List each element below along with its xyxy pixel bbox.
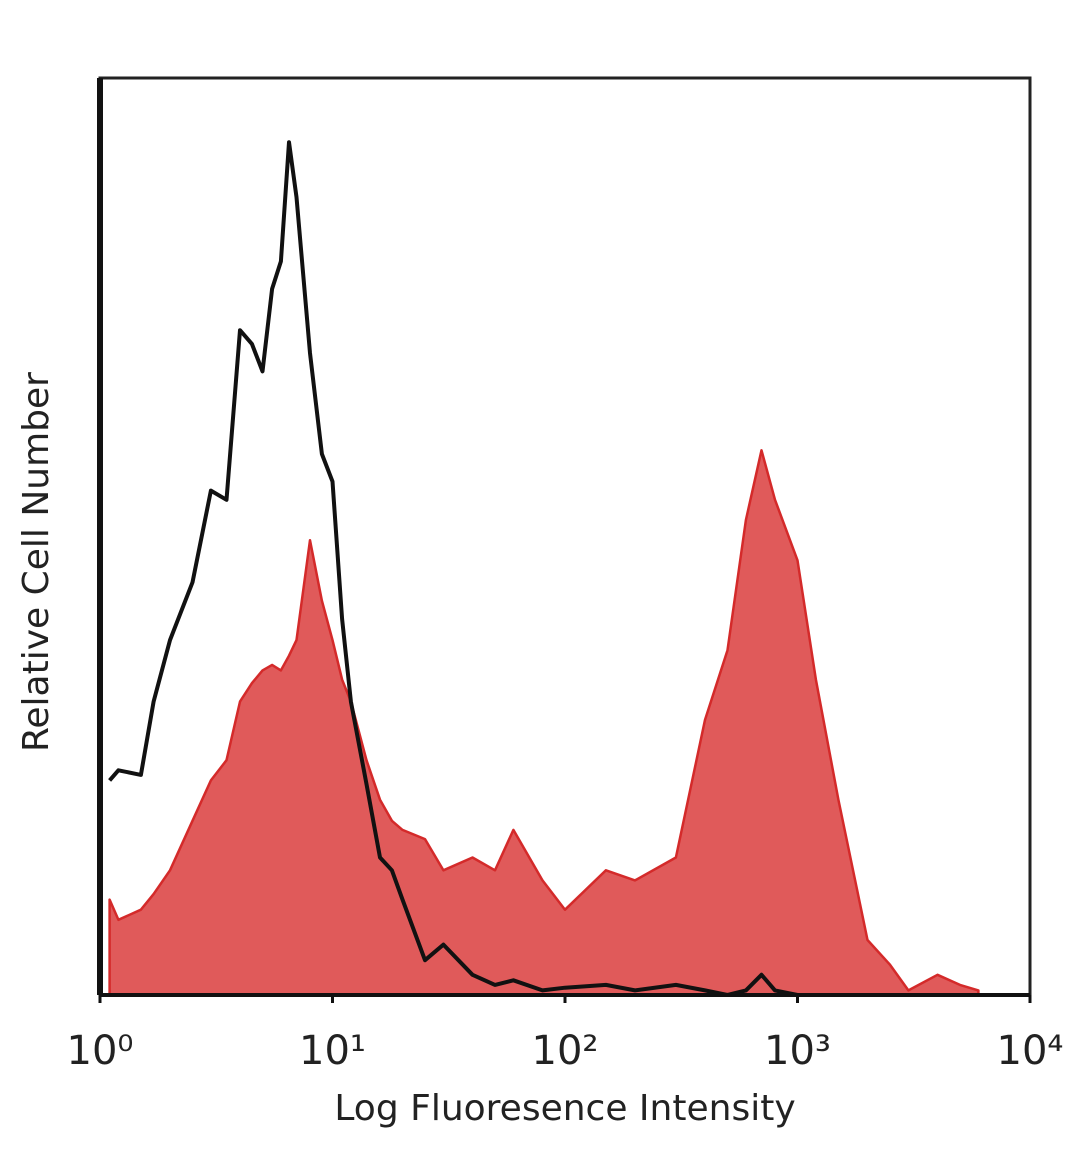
y-axis-label: Relative Cell Number bbox=[16, 372, 57, 752]
x-tick-label: 10⁰ bbox=[67, 1028, 134, 1074]
histogram-area bbox=[108, 449, 980, 997]
x-axis-label: Log Fluoresence Intensity bbox=[334, 1088, 795, 1129]
x-tick-label: 10⁴ bbox=[997, 1028, 1064, 1074]
x-tick-label: 10³ bbox=[764, 1028, 831, 1074]
x-tick-label: 10² bbox=[532, 1028, 599, 1074]
x-tick-label: 10¹ bbox=[299, 1028, 366, 1074]
histogram-line bbox=[108, 140, 798, 997]
